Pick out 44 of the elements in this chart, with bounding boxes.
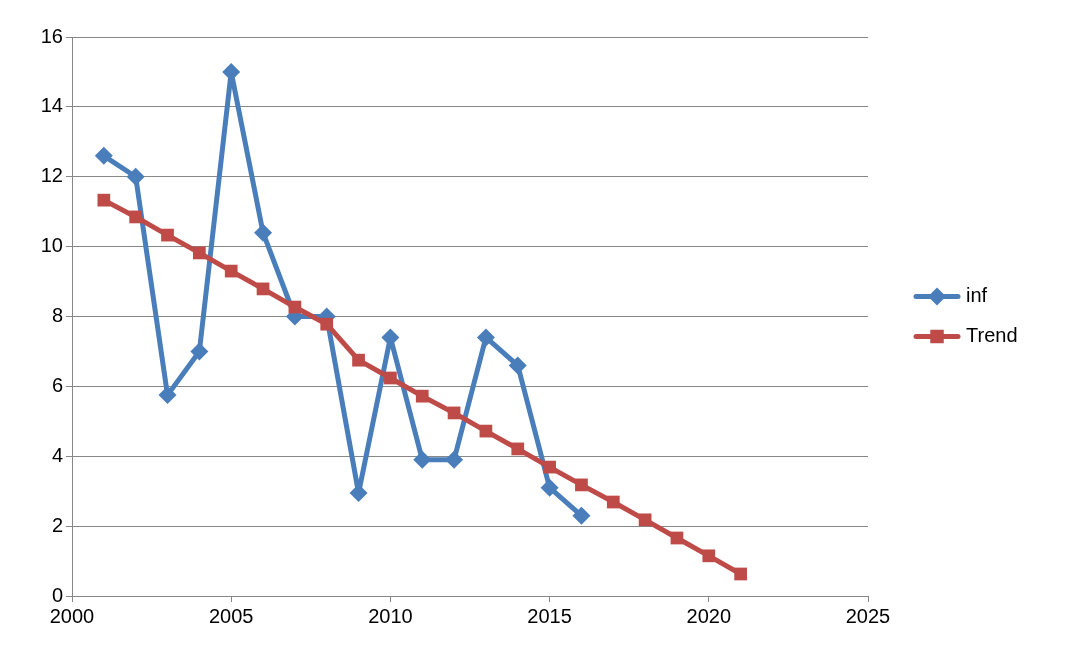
y-tick-label: 2 bbox=[51, 513, 63, 536]
point bbox=[734, 567, 747, 581]
point bbox=[575, 478, 588, 492]
point bbox=[543, 460, 556, 474]
point bbox=[129, 210, 143, 224]
point bbox=[638, 513, 652, 527]
y-tick-label: 4 bbox=[51, 443, 63, 466]
point bbox=[511, 442, 525, 456]
point bbox=[508, 356, 527, 375]
x-tick-label: 2000 bbox=[49, 604, 95, 627]
y-tick-label: 8 bbox=[51, 304, 63, 327]
x-tick-label: 2025 bbox=[845, 604, 891, 627]
point bbox=[540, 478, 559, 497]
y-tick-label: 12 bbox=[40, 164, 63, 187]
point bbox=[224, 264, 238, 278]
point bbox=[94, 146, 113, 165]
point bbox=[161, 228, 174, 242]
point bbox=[476, 328, 495, 347]
point bbox=[415, 389, 429, 403]
point bbox=[97, 193, 111, 207]
point bbox=[572, 506, 591, 525]
point bbox=[126, 167, 145, 186]
point bbox=[702, 549, 716, 563]
y-tick-label: 10 bbox=[40, 234, 63, 257]
x-tick-label: 2020 bbox=[686, 604, 732, 627]
legend-label: Trend bbox=[966, 324, 1018, 347]
point bbox=[254, 223, 273, 242]
x-tick-label: 2005 bbox=[208, 604, 254, 627]
point bbox=[352, 353, 365, 367]
y-tick-label: 0 bbox=[51, 583, 63, 606]
point bbox=[384, 371, 397, 385]
y-tick-label: 16 bbox=[40, 24, 63, 47]
y-tick-label: 14 bbox=[40, 94, 63, 117]
point bbox=[445, 450, 464, 469]
point bbox=[158, 386, 177, 405]
legend-label: inf bbox=[966, 284, 988, 307]
point bbox=[413, 450, 432, 469]
x-tick-label: 2015 bbox=[527, 604, 572, 627]
point bbox=[320, 317, 334, 331]
point bbox=[193, 246, 206, 260]
y-tick-label: 6 bbox=[51, 373, 63, 396]
point bbox=[190, 342, 209, 361]
point bbox=[606, 495, 620, 509]
x-tick-label: 2010 bbox=[368, 604, 413, 627]
